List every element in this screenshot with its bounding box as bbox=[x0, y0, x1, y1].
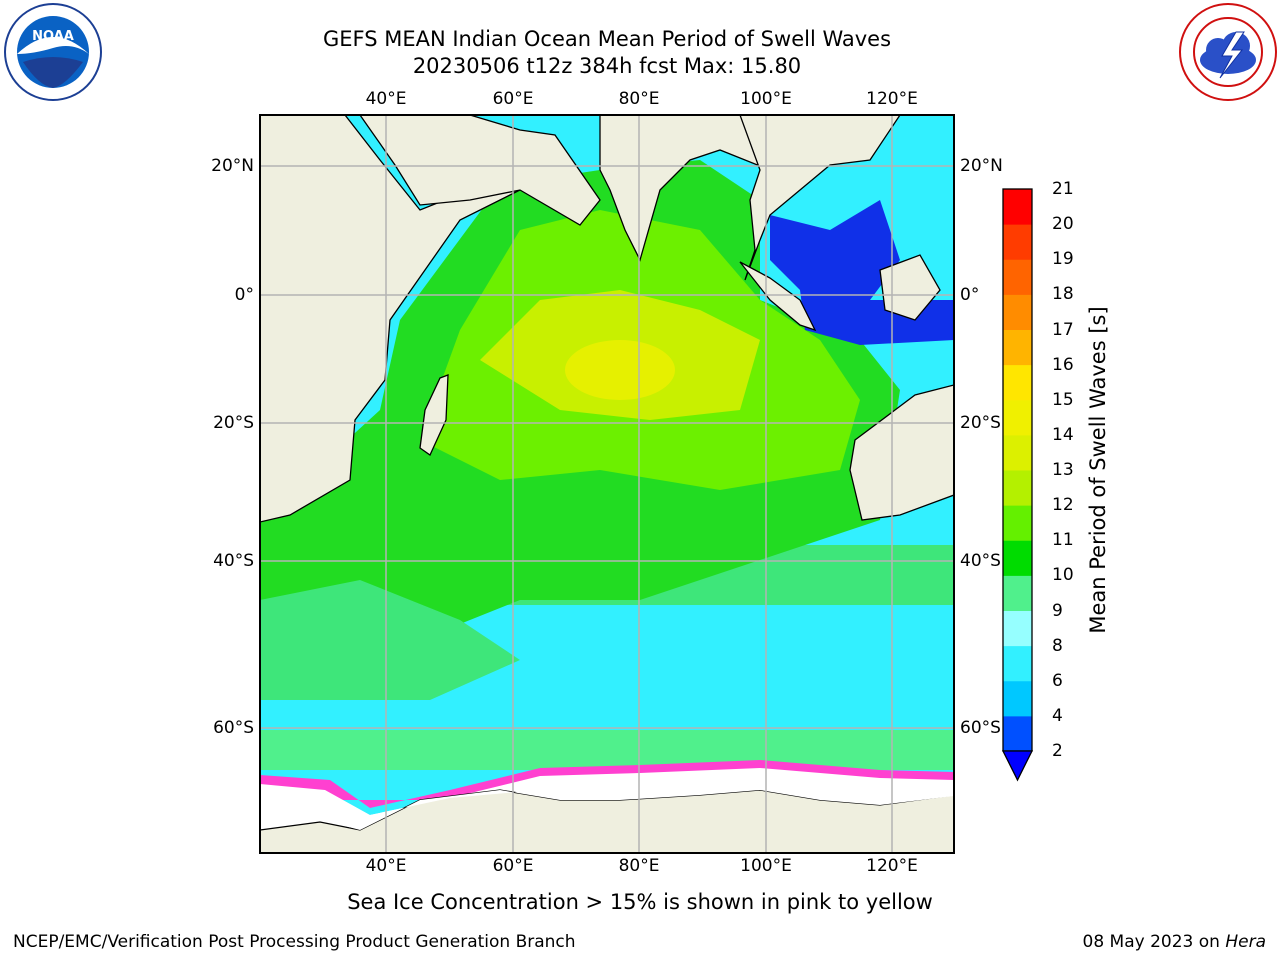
antarctica-ice-shelf bbox=[330, 785, 954, 830]
colorbar-level-label: 10 bbox=[1052, 565, 1074, 586]
colorbar-swatch bbox=[1003, 715, 1032, 752]
colorbar-swatch bbox=[1003, 540, 1032, 576]
colorbar-level-label: 21 bbox=[1052, 179, 1074, 199]
colorbar-swatch bbox=[1003, 294, 1032, 330]
colorbar bbox=[1003, 189, 1032, 752]
credit-line: NCEP/EMC/Verification Post Processing Pr… bbox=[13, 932, 576, 952]
colorbar-level-label: 11 bbox=[1052, 530, 1074, 551]
noaa-logo: NOAA bbox=[4, 3, 102, 101]
colorbar-level-label: 2 bbox=[1052, 741, 1063, 761]
colorbar-level-label: 19 bbox=[1052, 249, 1074, 270]
colorbar-swatch bbox=[1003, 364, 1032, 401]
lon-tick-top: 60°E bbox=[492, 89, 534, 109]
colorbar-level-label: 12 bbox=[1052, 495, 1074, 516]
date-line: 08 May 2023 on Hera bbox=[1083, 932, 1267, 952]
sea-ice-note: Sea Ice Concentration > 15% is shown in … bbox=[347, 890, 933, 914]
lat-tick-right: 60°S bbox=[960, 718, 1001, 738]
colorbar-level-label: 9 bbox=[1052, 600, 1063, 621]
chart-title: GEFS MEAN Indian Ocean Mean Period of Sw… bbox=[322, 27, 892, 51]
colorbar-swatch bbox=[1003, 505, 1032, 541]
colorbar-level-label: 16 bbox=[1052, 354, 1074, 375]
lon-tick-bottom: 60°E bbox=[492, 856, 534, 876]
colorbar-swatch bbox=[1003, 575, 1032, 611]
colorbar-level-label: 17 bbox=[1052, 319, 1074, 340]
lat-tick-left: 60°S bbox=[213, 718, 254, 738]
colorbar-swatch bbox=[1003, 434, 1032, 471]
lat-tick-right: 0° bbox=[960, 285, 980, 305]
lat-tick-left: 20°N bbox=[211, 156, 254, 176]
colorbar-swatch bbox=[1003, 610, 1032, 647]
nws-logo bbox=[1179, 3, 1277, 101]
svg-text:NOAA: NOAA bbox=[32, 29, 74, 44]
arabia-land bbox=[359, 115, 601, 226]
southeast-asia-land bbox=[739, 115, 901, 281]
lon-tick-bottom: 100°E bbox=[740, 856, 792, 876]
madagascar-land bbox=[419, 374, 449, 456]
africa-land bbox=[260, 115, 521, 523]
lat-tick-right: 20°N bbox=[960, 156, 1003, 176]
lon-tick-top: 80°E bbox=[618, 89, 660, 109]
colorbar-swatch bbox=[1003, 329, 1032, 366]
date-text: 08 May 2023 on bbox=[1082, 932, 1220, 952]
colorbar-level-label: 8 bbox=[1052, 635, 1063, 656]
lat-tick-left: 40°S bbox=[213, 551, 254, 571]
lon-tick-top: 120°E bbox=[866, 89, 918, 109]
lat-tick-left: 0° bbox=[234, 285, 254, 305]
colorbar-swatch bbox=[1003, 259, 1032, 295]
colorbar-level-label: 14 bbox=[1052, 424, 1074, 445]
lon-tick-top: 40°E bbox=[365, 89, 407, 109]
swell-max-yellow bbox=[565, 340, 675, 400]
colorbar-swatch bbox=[1003, 680, 1032, 717]
lat-tick-right: 20°S bbox=[960, 413, 1001, 433]
lat-tick-left: 20°S bbox=[213, 413, 254, 433]
lon-tick-bottom: 80°E bbox=[618, 856, 660, 876]
lat-tick-right: 40°S bbox=[960, 551, 1001, 571]
colorbar-level-label: 15 bbox=[1052, 389, 1074, 410]
sumatra-land bbox=[739, 261, 817, 332]
australia-land bbox=[849, 384, 954, 521]
swell-band-green-coast bbox=[260, 730, 954, 770]
lon-tick-top: 100°E bbox=[740, 89, 792, 109]
colorbar-level-label: 13 bbox=[1052, 460, 1074, 480]
borneo-land bbox=[879, 254, 941, 321]
colorbar-level-label: 20 bbox=[1052, 214, 1074, 235]
colorbar-level-label: 6 bbox=[1052, 670, 1063, 691]
lon-tick-bottom: 40°E bbox=[365, 856, 407, 876]
colorbar-swatch bbox=[1003, 645, 1032, 682]
colorbar-level-label: 4 bbox=[1052, 705, 1063, 726]
chart-subtitle: 20230506 t12z 384h fcst Max: 15.80 bbox=[412, 54, 802, 78]
swell-region-southwest-green bbox=[260, 580, 520, 700]
colorbar-extend-below bbox=[1001, 750, 1034, 782]
colorbar-swatch bbox=[1003, 470, 1032, 506]
colorbar-swatch bbox=[1003, 224, 1032, 260]
lon-tick-bottom: 120°E bbox=[866, 856, 918, 876]
map-frame bbox=[259, 114, 955, 854]
colorbar-level-label: 18 bbox=[1052, 284, 1074, 305]
colorbar-swatch bbox=[1003, 189, 1032, 225]
colorbar-swatch bbox=[1003, 399, 1032, 436]
colorbar-title: Mean Period of Swell Waves [s] bbox=[1086, 306, 1110, 634]
map-gridlines bbox=[260, 115, 954, 853]
host-name: Hera bbox=[1225, 932, 1266, 952]
